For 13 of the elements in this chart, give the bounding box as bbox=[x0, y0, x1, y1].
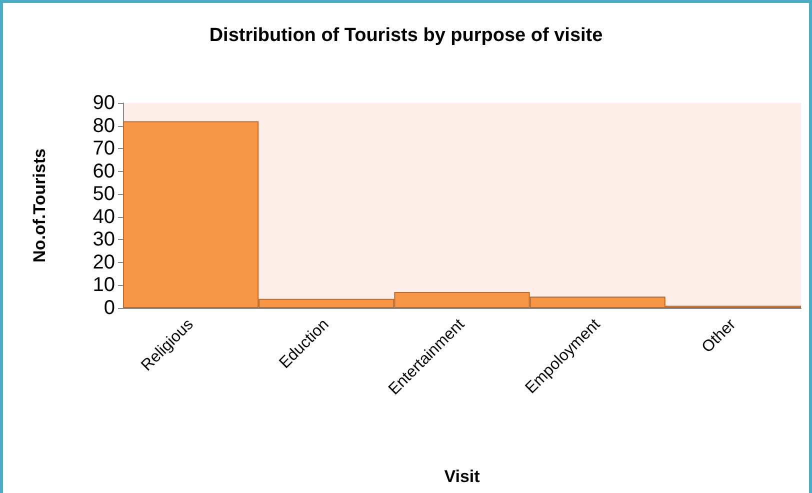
y-tick-label: 60 bbox=[92, 160, 115, 182]
y-tick-label: 50 bbox=[92, 183, 115, 206]
y-tick-label: 80 bbox=[92, 114, 115, 137]
y-tick-label: 0 bbox=[104, 297, 115, 319]
y-tick-label: 40 bbox=[92, 206, 115, 228]
y-tick-label: 20 bbox=[92, 251, 115, 274]
y-tick-label: 30 bbox=[92, 228, 115, 251]
y-tick-label: 70 bbox=[92, 138, 115, 160]
chart-title: Distribution of Tourists by purpose of visite bbox=[209, 25, 603, 46]
y-tick-label: 10 bbox=[92, 274, 115, 296]
y-axis-title: No.of.Tourists bbox=[30, 148, 49, 262]
y-tick-label: 90 bbox=[92, 92, 115, 114]
x-axis-title: Visit bbox=[444, 467, 480, 486]
